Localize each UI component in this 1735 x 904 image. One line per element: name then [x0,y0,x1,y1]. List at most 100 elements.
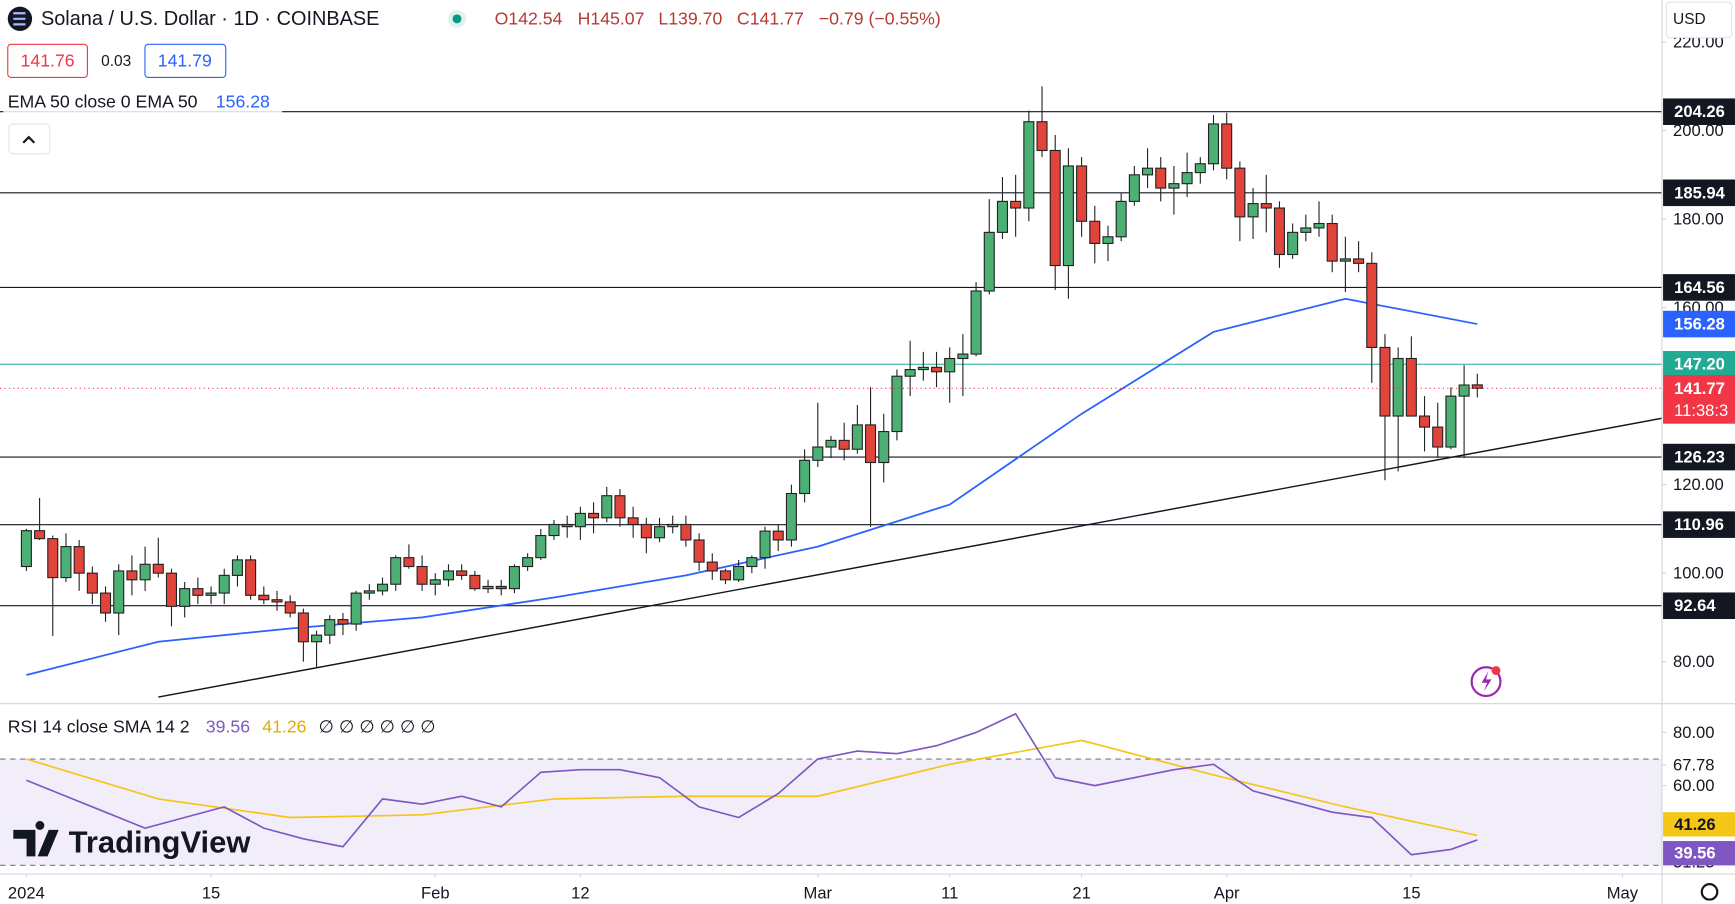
candle-body [1168,183,1180,189]
level-label-box [1663,274,1735,301]
candle-body [390,557,402,585]
candle-body [34,530,46,540]
rsi-label-box [1663,812,1735,837]
candle-body [561,523,573,528]
candle-body [192,588,204,596]
candle-body [179,588,191,607]
collapse-icon [22,135,36,144]
rsi-placeholders: ∅ ∅ ∅ ∅ ∅ ∅ [319,717,436,737]
candle-body [785,492,797,541]
candle-body [865,424,877,464]
x-tick-label: Mar [804,883,833,902]
candle-body [1379,346,1391,417]
candle-body [1194,163,1206,174]
candle-body [706,561,718,572]
rsi-line [26,739,1478,837]
candle-body [126,570,138,581]
sell-button[interactable] [7,43,88,79]
candle-body [416,565,428,585]
rsi-sma-legend-value: 41.26 [262,717,306,737]
bid-price[interactable]: 141.76 [21,51,75,71]
y-tick-label: 200.00 [1673,121,1724,140]
candle-body [337,619,349,625]
level-label: 126.23 [1674,448,1725,467]
legend-change: −0.79 (−0.55%) [819,9,941,29]
candle-body [1445,395,1457,448]
candle-body [535,534,547,559]
candle-body [1392,357,1404,417]
candle-body [311,634,323,643]
ema-legend-name[interactable]: EMA 50 close 0 EMA 50 [8,92,198,112]
candle-body [469,574,481,590]
x-tick-label: Apr [1214,883,1240,902]
candle-body [245,559,257,596]
candle-body [1089,220,1101,244]
candle-body [1260,203,1272,209]
candle-body [324,619,336,636]
candle-body [1128,174,1140,202]
level-label-box [1663,350,1735,378]
legend-high: H145.07 [578,9,645,29]
alert-bolt [1481,671,1492,692]
candle-body [1115,200,1127,238]
alert-dot [1491,666,1501,675]
candle-body [205,592,217,596]
candle-body [614,495,626,519]
candle-body [482,585,494,590]
x-tick-label: May [1607,883,1639,902]
y-tick-label: 80.00 [1673,723,1715,742]
candle-body [1339,258,1351,262]
candle-body [47,538,59,579]
candle-body [297,612,309,643]
candle-body [1207,123,1220,165]
candle-body [73,546,85,574]
candle-body [1273,207,1285,256]
level-label-box [1663,179,1735,207]
candle-body [640,523,652,539]
candle-body [996,200,1008,233]
alert-icon[interactable] [1470,666,1502,698]
candle-body [1313,222,1325,229]
candle-body [983,231,995,292]
x-tick-label: Feb [421,883,450,902]
candle-body [284,601,296,614]
candle-body [1102,236,1114,244]
candle-body [442,570,455,581]
rsi-legend-name[interactable]: RSI 14 close SMA 14 2 [8,717,190,737]
candle-body [957,353,969,360]
x-tick-label: 21 [1072,883,1090,902]
candle-body [1036,121,1048,152]
settings-icon[interactable] [1700,882,1719,901]
countdown: 11:38:3 [1674,401,1728,420]
candle-body [1181,172,1193,185]
candle-body [667,523,679,528]
rsi-line [26,712,1478,856]
candle-body [1471,384,1483,389]
rsi-band-fill [0,759,1662,866]
currency[interactable]: USD [1673,11,1706,28]
trend-line [158,417,1663,698]
candle-body [799,459,811,495]
candle-body [508,565,520,590]
currency-box[interactable] [1665,1,1733,39]
candle-body [1366,262,1378,348]
candle-body [772,530,784,541]
symbol-title[interactable]: Solana / U.S. Dollar · 1D · COINBASE [41,8,380,30]
y-tick-label: 67.78 [1673,755,1715,774]
candle-body [100,592,112,614]
market-status-dot [452,14,462,24]
candle-body [746,557,758,568]
ask-price[interactable]: 141.79 [158,51,212,71]
x-tick-label: 15 [202,883,220,902]
candle-body [1062,165,1074,267]
x-tick-label: 11 [941,883,958,902]
level-label-box [1663,98,1735,125]
symbol-logo-stripes [13,12,26,26]
ema-label: 156.28 [1674,315,1725,334]
buy-button[interactable] [144,43,227,79]
candle-body [1419,415,1431,428]
candle-body [1353,258,1365,264]
candle-body [495,585,507,590]
candle-body [152,563,164,574]
